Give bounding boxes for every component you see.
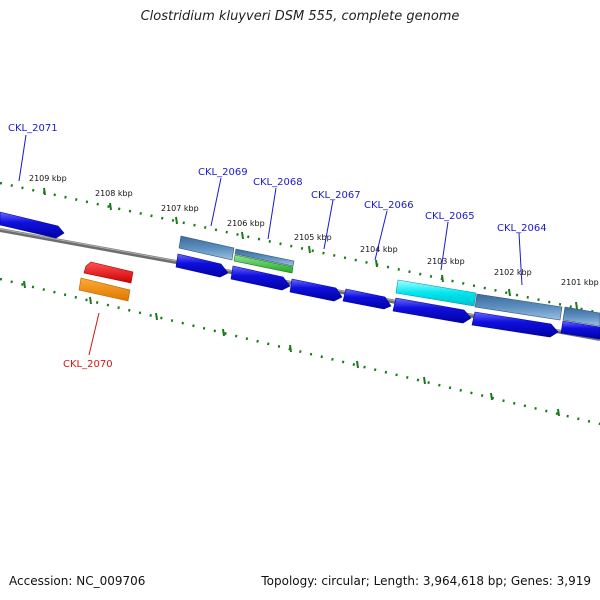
- gene-label-2064[interactable]: CKL_2064: [497, 223, 547, 234]
- forward-major-ticks: [43, 187, 578, 310]
- tick-label: 2101 kbp: [561, 278, 599, 287]
- feature-steel-2069[interactable]: [178, 235, 235, 261]
- leader-line-2067: [323, 199, 334, 250]
- map-title: Clostridium kluyveri DSM 555, complete g…: [140, 9, 460, 24]
- tick-label: 2102 kbp: [494, 268, 532, 277]
- cds-arrow-2068[interactable]: [230, 265, 291, 291]
- feature-steel-2068[interactable]: [234, 248, 295, 267]
- feature-green-2068[interactable]: [233, 254, 294, 274]
- gene-label-2071[interactable]: CKL_2071: [8, 123, 58, 134]
- reverse-major-ticks: [23, 280, 560, 417]
- gene-label-2067[interactable]: CKL_2067: [311, 190, 361, 201]
- feature-red-2070[interactable]: [83, 261, 134, 284]
- tick-label: 2106 kbp: [227, 219, 265, 228]
- leader-line-2066: [374, 210, 388, 261]
- tick-label: 2108 kbp: [95, 189, 133, 198]
- tick-label: 2103 kbp: [427, 257, 465, 266]
- topology-text: Topology: circular; Length: 3,964,618 bp…: [261, 574, 591, 588]
- feature-steel-partial[interactable]: [562, 306, 600, 327]
- tick-label: 2104 kbp: [360, 245, 398, 254]
- cds-arrow-2071[interactable]: [0, 211, 65, 239]
- leader-line-2069: [210, 177, 222, 227]
- leader-line-2064: [518, 232, 523, 286]
- tick-label: 2109 kbp: [29, 174, 67, 183]
- leader-line-2070: [88, 312, 100, 356]
- gene-label-2070[interactable]: CKL_2070: [63, 359, 113, 370]
- gene-label-2068[interactable]: CKL_2068: [253, 177, 303, 188]
- leader-line-2065: [440, 221, 449, 271]
- leader-line-2071: [18, 134, 27, 182]
- feature-steel-2064[interactable]: [474, 293, 563, 321]
- feature-orange-2070[interactable]: [78, 277, 131, 302]
- tick-label: 2105 kbp: [294, 233, 332, 242]
- feature-cyan-2065[interactable]: [395, 279, 477, 307]
- gene-label-2069[interactable]: CKL_2069: [198, 167, 248, 178]
- tick-label: 2107 kbp: [161, 204, 199, 213]
- reverse-ruler: [0, 277, 600, 426]
- gene-label-2065[interactable]: CKL_2065: [425, 211, 475, 222]
- gene-label-2066[interactable]: CKL_2066: [364, 200, 414, 211]
- cds-arrow-2067[interactable]: [289, 278, 343, 302]
- cds-arrow-2069[interactable]: [175, 253, 229, 278]
- cds-arrow-partial[interactable]: [560, 320, 600, 340]
- cds-arrow-2066[interactable]: [342, 288, 392, 310]
- leader-line-2068: [267, 187, 277, 240]
- cds-arrow-2064[interactable]: [471, 311, 559, 338]
- cds-arrow-2065[interactable]: [392, 297, 472, 324]
- accession-text: Accession: NC_009706: [9, 574, 146, 588]
